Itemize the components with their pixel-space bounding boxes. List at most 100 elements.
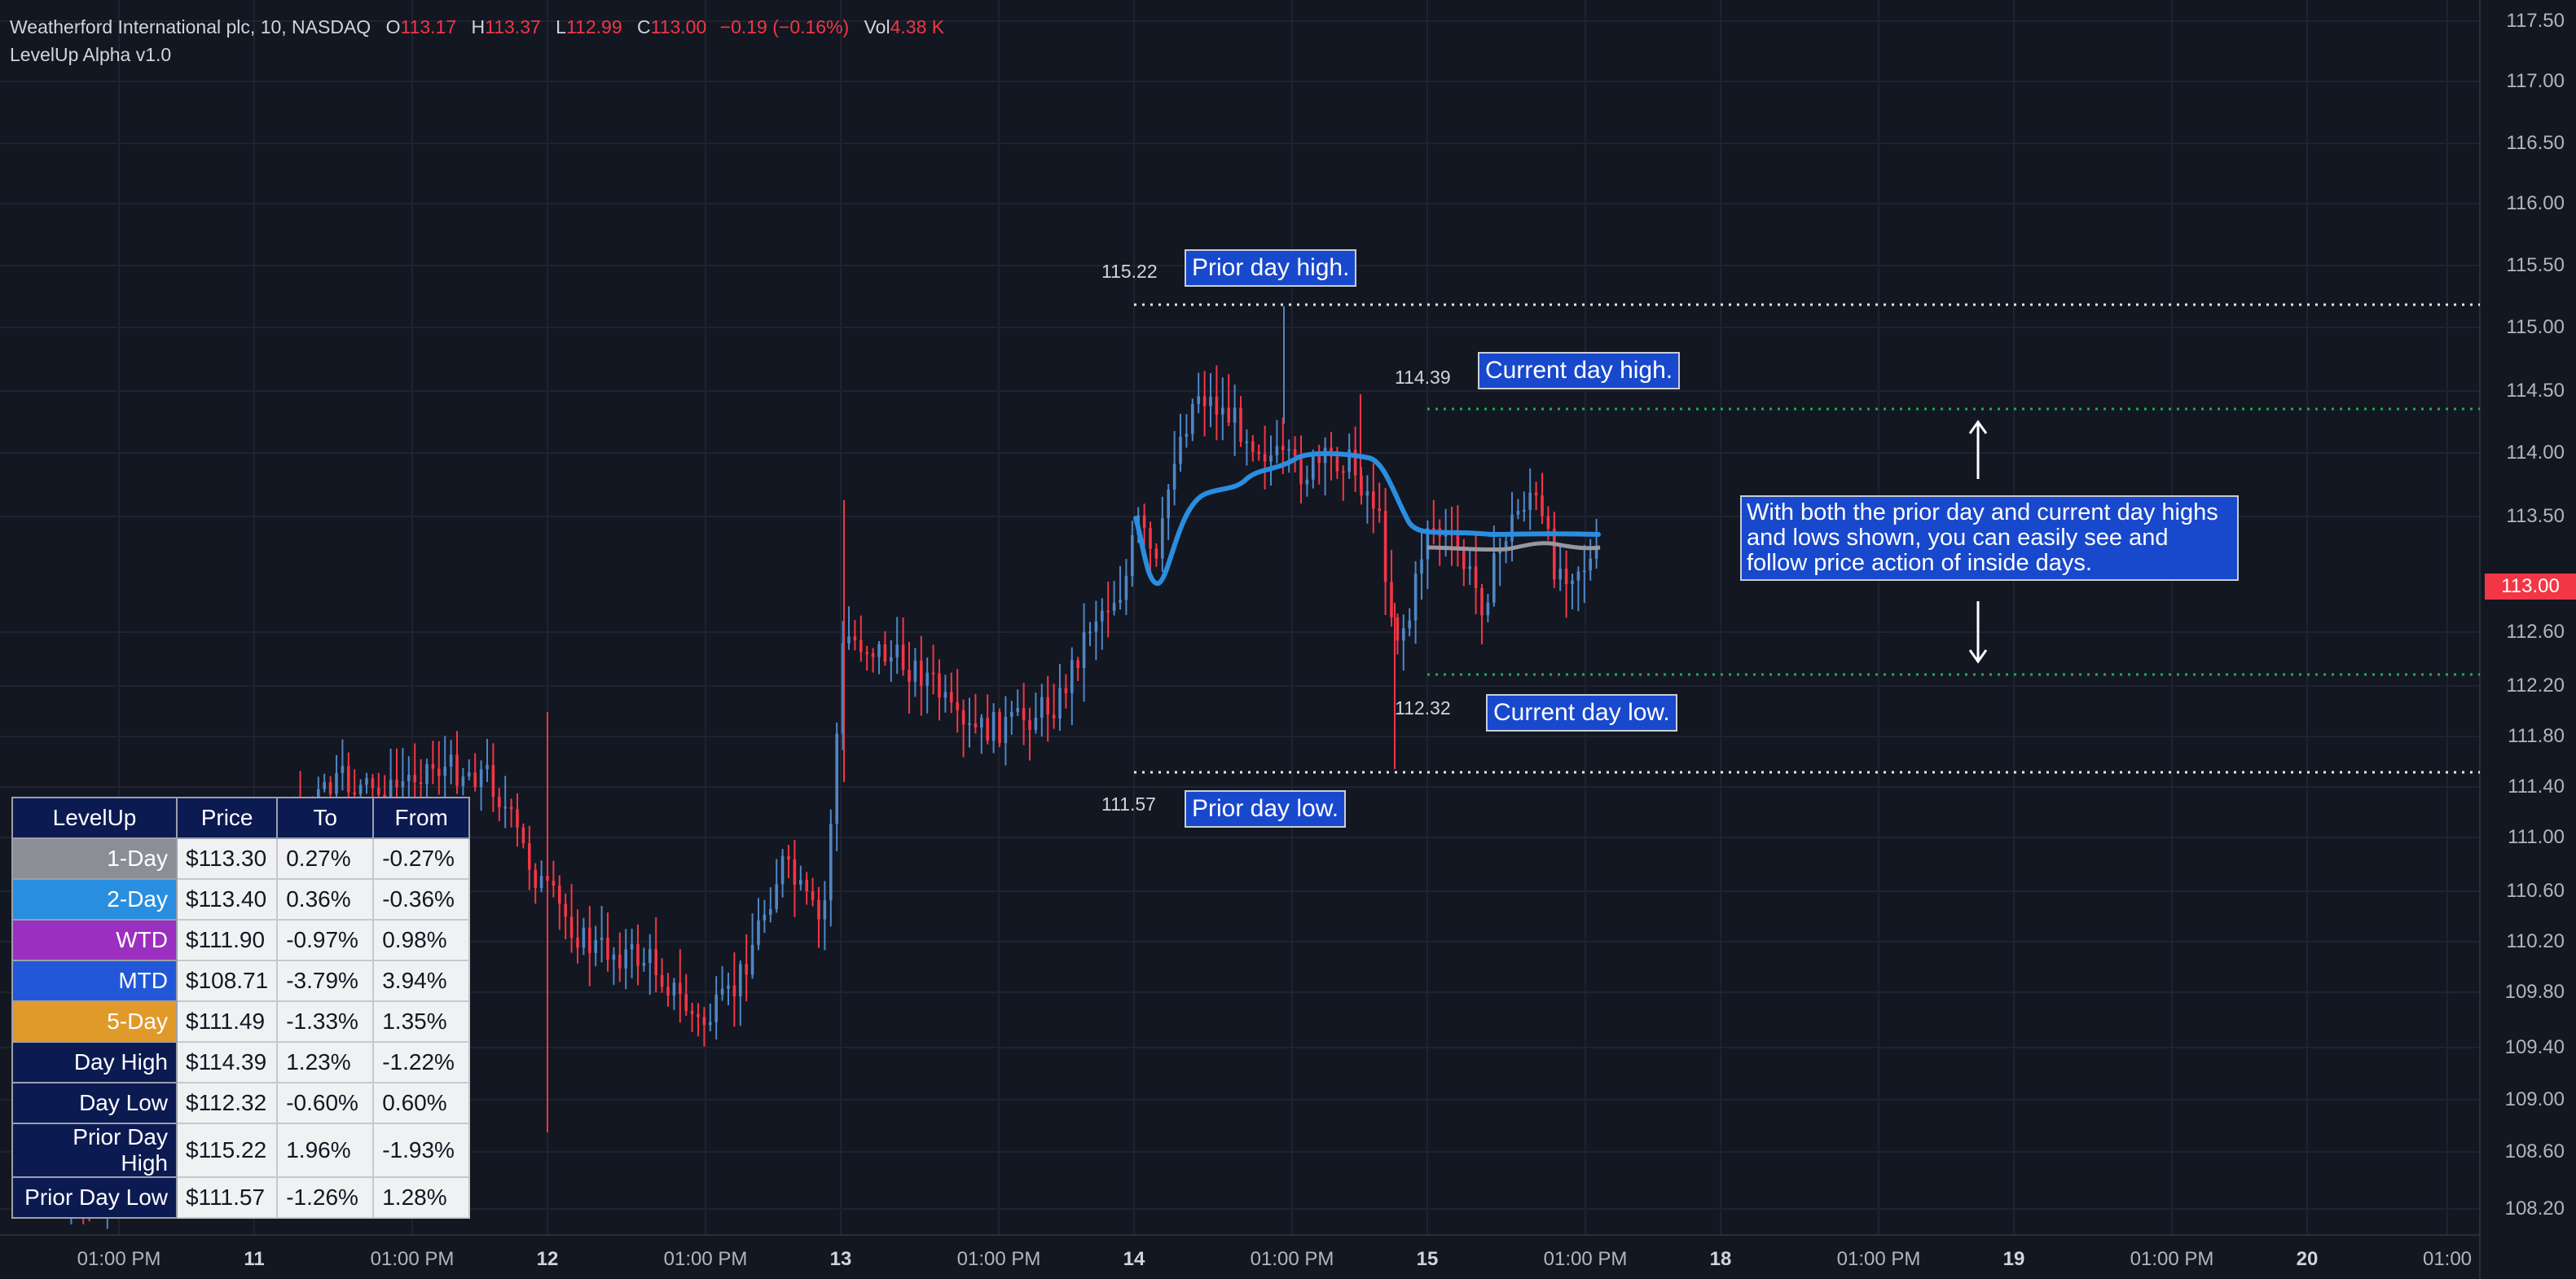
candle-body: [624, 949, 627, 969]
candle-body: [1064, 688, 1068, 693]
level-name: Prior Day Low: [11, 1176, 178, 1219]
candle-body: [1215, 396, 1219, 415]
candle-body: [419, 782, 423, 785]
candle-body: [1432, 528, 1435, 530]
time-axis-label: 01:00 PM: [956, 1248, 1041, 1270]
level-name: MTD: [11, 960, 178, 1002]
candle-body: [1510, 514, 1514, 542]
candle-body: [823, 900, 827, 920]
candle-body: [1227, 407, 1230, 423]
levelup-table: LevelUp Price To From 1-Day $113.30 0.27% -…: [11, 797, 471, 1219]
candle-body: [1082, 632, 1086, 668]
level-from: 0.60%: [372, 1082, 471, 1124]
level-to: -1.26%: [276, 1176, 375, 1219]
current-price-tag: 113.00: [2485, 574, 2576, 600]
candle-body: [618, 954, 622, 969]
candle-body: [569, 916, 574, 938]
level-name: WTD: [11, 919, 178, 961]
price-axis-label: 109.40: [2504, 1036, 2565, 1058]
time-axis-label: 14: [1123, 1248, 1145, 1270]
candle-body: [660, 975, 664, 987]
candle-body: [1576, 571, 1580, 581]
table-row: 5-Day $111.49 -1.33% 1.35%: [11, 1000, 471, 1043]
current-day-low-callout[interactable]: Current day low.: [1486, 694, 1677, 732]
time-axis-label: 11: [244, 1248, 265, 1270]
candle-body: [323, 781, 326, 789]
candle-body: [1372, 490, 1375, 509]
level-name: Day Low: [11, 1082, 178, 1124]
candle-body: [516, 809, 519, 828]
change-value: −0.19 (−0.16%): [719, 16, 850, 37]
candle-body: [709, 1022, 712, 1026]
candle-body: [1088, 631, 1092, 634]
candle-body: [672, 982, 676, 996]
candle-body: [841, 643, 845, 734]
level-price: $108.71: [175, 960, 279, 1002]
prior-day-high-callout[interactable]: Prior day high.: [1185, 249, 1357, 287]
level-from: 0.98%: [372, 919, 471, 961]
candle-body: [347, 766, 350, 793]
candle-body: [1486, 602, 1490, 616]
price-axis-label: 112.20: [2506, 675, 2565, 697]
candle-body: [437, 768, 441, 776]
low-value: 112.99: [565, 16, 622, 37]
candle-body: [1046, 697, 1049, 715]
candle-body: [750, 944, 754, 975]
candle-body: [606, 938, 609, 960]
price-axis-label: 113.50: [2506, 505, 2565, 527]
candle-body: [353, 792, 356, 794]
candle-body: [1287, 449, 1290, 451]
candle-body: [1378, 508, 1381, 512]
candle-body: [1390, 582, 1393, 618]
price-axis-label: 116.50: [2506, 132, 2565, 154]
one-day-line: [1426, 541, 1601, 552]
candle-body: [491, 765, 495, 798]
open-value: 113.17: [400, 16, 457, 37]
candle-body: [1462, 550, 1466, 569]
level-name: Day High: [11, 1041, 178, 1083]
candle-body: [908, 670, 911, 682]
time-axis-label: 01:00: [2422, 1248, 2473, 1270]
price-axis-label: 110.20: [2506, 930, 2565, 952]
candle-body: [534, 869, 537, 888]
level-to: -0.60%: [276, 1082, 375, 1124]
candle-body: [552, 881, 556, 886]
price-axis-label: 117.00: [2506, 70, 2565, 92]
candle-body: [793, 859, 797, 885]
candle-body: [443, 767, 446, 776]
candle-body: [1257, 451, 1260, 455]
chart-legend: Weatherford International plc, 10, NASDA…: [10, 13, 944, 68]
candle-body: [588, 927, 591, 953]
candle-body: [1119, 600, 1122, 603]
prior-day-low-callout[interactable]: Prior day low.: [1185, 790, 1347, 828]
candle-body: [1094, 621, 1098, 632]
level-to: 0.27%: [276, 837, 375, 880]
table-row: Prior Day High $115.22 1.96% -1.93%: [11, 1123, 471, 1178]
symbol-title[interactable]: Weatherford International plc, 10, NASDA…: [10, 16, 371, 37]
candle-body: [986, 718, 989, 741]
table-row: Day High $114.39 1.23% -1.22%: [11, 1041, 471, 1083]
candle-body: [1034, 717, 1038, 730]
candle-body: [853, 636, 857, 640]
candle-body: [1179, 437, 1182, 464]
level-to: 0.36%: [276, 878, 375, 921]
inside-day-note[interactable]: With both the prior day and current day …: [1740, 495, 2239, 581]
time-axis-label: 18: [1709, 1248, 1732, 1270]
table-row: Prior Day Low $111.57 -1.26% 1.28%: [11, 1176, 471, 1219]
candle-body: [1281, 446, 1285, 451]
candle-body: [1076, 660, 1079, 668]
candle-body: [787, 855, 790, 860]
candle-body: [1564, 568, 1568, 585]
candle-body: [1468, 566, 1471, 569]
indicator-name[interactable]: LevelUp Alpha v1.0: [10, 44, 172, 65]
candle-body: [1396, 617, 1400, 641]
candle-body: [341, 766, 345, 774]
time-axis-label: 01:00 PM: [370, 1248, 455, 1270]
candle-body: [720, 988, 724, 995]
candle-body: [666, 987, 670, 996]
high-value: 113.37: [485, 16, 541, 37]
current-day-high-callout[interactable]: Current day high.: [1478, 352, 1681, 389]
level-name: 5-Day: [11, 1000, 178, 1043]
level-to: -1.33%: [276, 1000, 375, 1043]
candle-body: [920, 660, 923, 686]
